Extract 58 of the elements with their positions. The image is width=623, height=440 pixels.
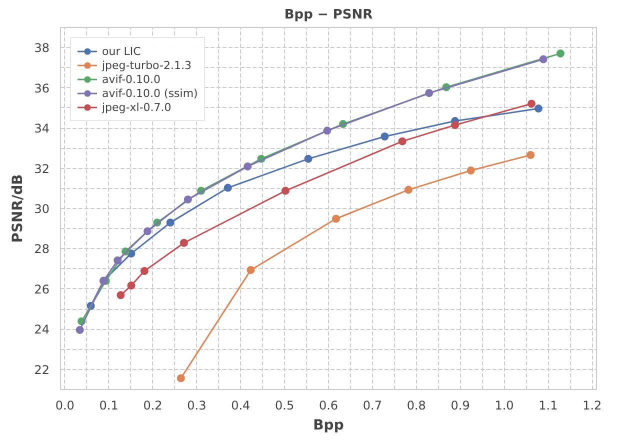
y-tick-label: 22 [34, 362, 50, 377]
point [76, 326, 84, 334]
point [184, 195, 192, 204]
point [246, 266, 255, 274]
point [143, 227, 152, 236]
x-tick-label: 1.0 [494, 398, 514, 412]
y-tick-label: 34 [34, 122, 50, 136]
y-tick-label: 28 [34, 242, 50, 256]
x-tick-label: 1.2 [582, 398, 602, 412]
y-tick-label: 30 [34, 202, 50, 216]
point [244, 162, 252, 170]
legend-label: our LIC [102, 44, 141, 58]
point [425, 89, 434, 98]
point [166, 218, 174, 227]
point [127, 282, 136, 290]
point [527, 100, 536, 108]
point [380, 132, 389, 140]
x-tick-label: 0.8 [406, 398, 426, 412]
point [323, 126, 332, 135]
x-tick-label: 0.5 [275, 398, 294, 412]
point [116, 291, 125, 300]
x-tick-label: 0.9 [450, 398, 470, 412]
y-tick-label: 24 [34, 322, 50, 337]
point [332, 214, 340, 223]
point [539, 55, 548, 64]
y-tick-label: 38 [34, 41, 50, 56]
x-tick-label: 1.1 [538, 398, 558, 412]
point [176, 374, 185, 382]
x-tick-label: 0.2 [143, 398, 162, 412]
point [281, 186, 290, 195]
point [180, 238, 188, 247]
point [224, 184, 232, 192]
point [140, 267, 148, 276]
x-axis-title: Bpp [313, 418, 344, 434]
x-tick-label: 0.4 [231, 398, 250, 412]
point [404, 186, 412, 194]
point [114, 256, 122, 264]
x-tick-label: 0.0 [55, 398, 74, 412]
point [304, 154, 312, 163]
point [466, 166, 475, 174]
point [451, 121, 460, 130]
legend-label: avif-0.10.0 (ssim) [102, 86, 198, 100]
point [526, 151, 535, 159]
y-tick-label: 32 [34, 162, 50, 176]
legend-label: jpeg-turbo-2.1.3 [102, 58, 192, 72]
point [534, 104, 543, 113]
y-tick-label: 26 [34, 282, 50, 296]
chart-title: Bpp − PSNR [284, 8, 373, 22]
y-tick-label: 36 [34, 81, 50, 96]
x-tick-label: 0.6 [318, 398, 338, 412]
y-axis-title: PSNR/dB [10, 174, 26, 243]
point [398, 137, 406, 146]
x-tick-label: 0.1 [99, 398, 118, 412]
legend-label: jpeg-xl-0.7.0 [102, 100, 172, 114]
point [556, 49, 564, 58]
x-tick-label: 0.7 [362, 398, 382, 412]
x-tick-label: 0.3 [187, 398, 206, 412]
legend-label: avif-0.10.0 [102, 72, 161, 86]
